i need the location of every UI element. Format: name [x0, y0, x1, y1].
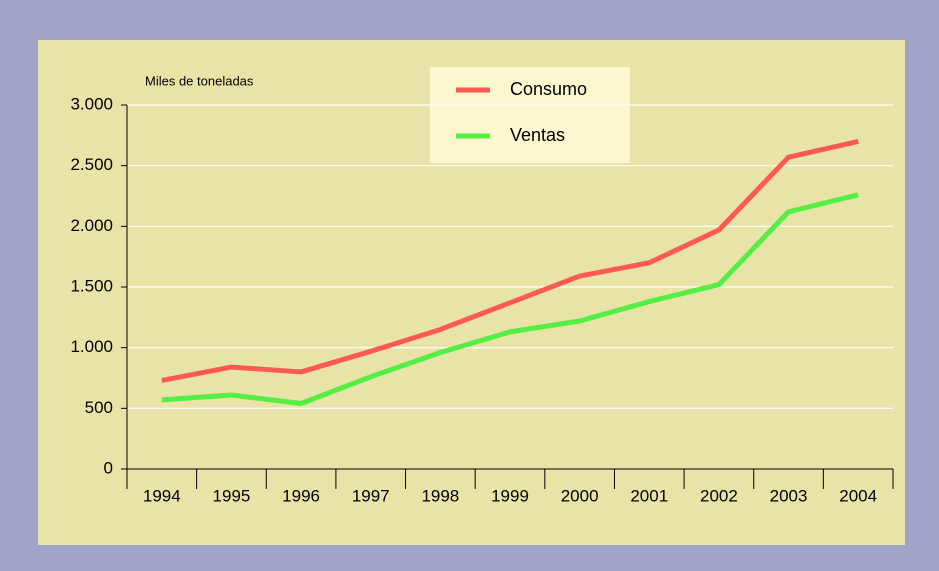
legend-box	[430, 67, 630, 163]
x-tick-label: 2003	[770, 486, 808, 505]
x-tick-label: 2002	[700, 486, 738, 505]
y-tick-label: 500	[85, 398, 113, 417]
line-series	[161, 138, 859, 383]
legend-label: Consumo	[510, 79, 587, 99]
x-tick-label: 1997	[352, 486, 390, 505]
y-tick-label: 2.500	[70, 155, 113, 174]
x-tick-label: 1994	[143, 486, 181, 505]
line-series	[161, 192, 859, 406]
legend-label: Ventas	[510, 125, 565, 145]
x-tick-label: 1996	[282, 486, 320, 505]
y-tick-label: 1.500	[70, 276, 113, 295]
y-tick-label: 3.000	[70, 94, 113, 113]
x-tick-label: 2001	[630, 486, 668, 505]
x-tick-label: 2000	[561, 486, 599, 505]
y-axis-label: Miles de toneladas	[145, 73, 254, 88]
x-tick-label: 1995	[213, 486, 251, 505]
y-tick-label: 0	[104, 458, 113, 477]
y-tick-label: 1.000	[70, 337, 113, 356]
x-tick-label: 1998	[421, 486, 459, 505]
x-tick-label: 1999	[491, 486, 529, 505]
x-tick-label: 2004	[839, 486, 877, 505]
y-tick-label: 2.000	[70, 216, 113, 235]
